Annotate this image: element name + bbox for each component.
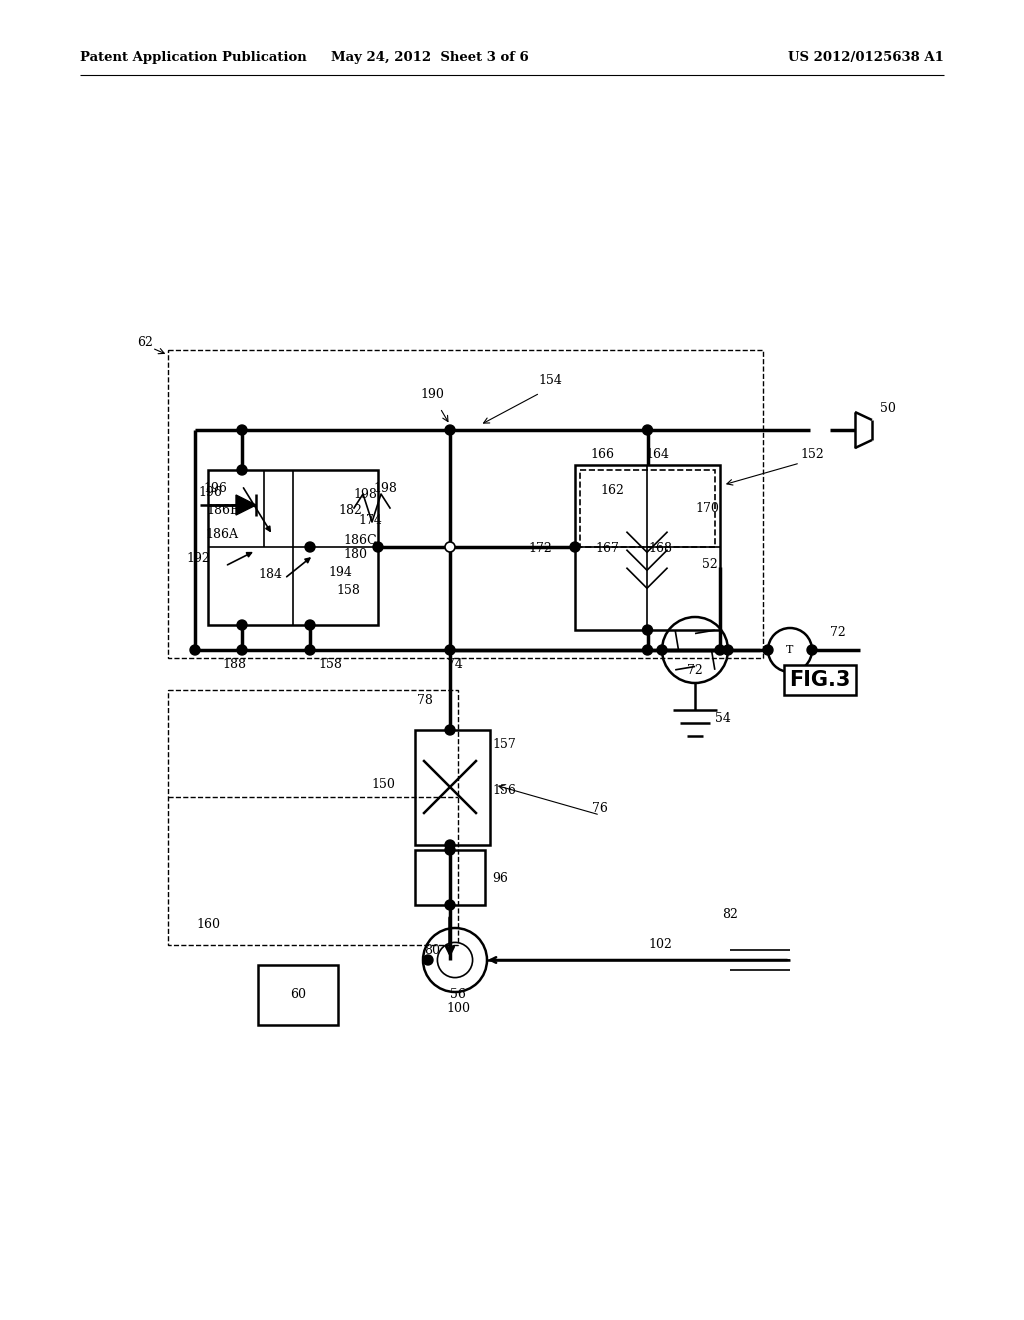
Text: 74: 74 — [447, 659, 463, 672]
Circle shape — [642, 645, 652, 655]
Circle shape — [723, 645, 733, 655]
Bar — [415, 850, 485, 906]
Text: 172: 172 — [528, 541, 552, 554]
Text: 82: 82 — [722, 908, 738, 921]
Circle shape — [642, 425, 652, 436]
Text: 72: 72 — [687, 664, 702, 676]
Text: 150: 150 — [371, 779, 395, 792]
Circle shape — [445, 900, 455, 909]
Circle shape — [657, 645, 667, 655]
Text: 158: 158 — [336, 583, 360, 597]
Text: 156: 156 — [492, 784, 516, 796]
Text: 182: 182 — [338, 503, 361, 516]
Circle shape — [570, 543, 580, 552]
Circle shape — [305, 620, 315, 630]
Text: US 2012/0125638 A1: US 2012/0125638 A1 — [788, 51, 944, 65]
Text: 50: 50 — [880, 401, 896, 414]
Circle shape — [445, 425, 455, 436]
Text: 192: 192 — [186, 552, 210, 565]
Circle shape — [423, 954, 433, 965]
Bar — [208, 470, 378, 624]
Circle shape — [237, 425, 247, 436]
Text: 196: 196 — [198, 486, 222, 499]
Bar — [575, 465, 720, 630]
Text: Patent Application Publication: Patent Application Publication — [80, 51, 307, 65]
Text: 186A: 186A — [205, 528, 238, 541]
Polygon shape — [236, 495, 256, 515]
Circle shape — [763, 645, 773, 655]
Text: 174: 174 — [358, 513, 382, 527]
Text: 186C: 186C — [343, 533, 377, 546]
Circle shape — [715, 645, 725, 655]
Bar — [580, 470, 715, 546]
Text: 96: 96 — [492, 871, 508, 884]
Text: 170: 170 — [695, 502, 719, 515]
Text: 80: 80 — [424, 944, 440, 957]
Bar — [258, 965, 338, 1026]
Circle shape — [445, 845, 455, 855]
Circle shape — [237, 620, 247, 630]
Circle shape — [237, 465, 247, 475]
Text: 194: 194 — [328, 565, 352, 578]
Circle shape — [237, 645, 247, 655]
Text: 164: 164 — [645, 449, 669, 462]
Circle shape — [445, 725, 455, 735]
Text: 184: 184 — [258, 569, 282, 582]
Circle shape — [445, 543, 455, 552]
Text: 167: 167 — [595, 541, 618, 554]
Text: 60: 60 — [290, 989, 306, 1002]
Text: 152: 152 — [800, 449, 823, 462]
Circle shape — [807, 645, 817, 655]
Text: 180: 180 — [343, 549, 367, 561]
Text: 162: 162 — [600, 483, 624, 496]
Text: 54: 54 — [715, 711, 731, 725]
Bar — [168, 690, 458, 945]
Text: 198: 198 — [353, 488, 377, 502]
Text: T: T — [786, 645, 794, 655]
Circle shape — [190, 645, 200, 655]
Circle shape — [445, 645, 455, 655]
Text: 56: 56 — [451, 989, 466, 1002]
Text: 186B: 186B — [207, 503, 240, 516]
Bar — [168, 350, 763, 657]
Text: FIG.3: FIG.3 — [790, 671, 851, 690]
Circle shape — [305, 645, 315, 655]
Circle shape — [305, 543, 315, 552]
Text: 188: 188 — [222, 657, 246, 671]
Text: 166: 166 — [590, 449, 614, 462]
Text: 72: 72 — [830, 626, 846, 639]
Text: 160: 160 — [196, 919, 220, 932]
Text: May 24, 2012  Sheet 3 of 6: May 24, 2012 Sheet 3 of 6 — [331, 51, 528, 65]
Text: 158: 158 — [318, 657, 342, 671]
Text: 198: 198 — [373, 482, 397, 495]
Text: 196: 196 — [203, 483, 227, 495]
Text: 157: 157 — [492, 738, 516, 751]
Text: 62: 62 — [137, 335, 153, 348]
Text: 78: 78 — [417, 693, 433, 706]
Text: 168: 168 — [648, 541, 672, 554]
Circle shape — [642, 624, 652, 635]
Bar — [415, 730, 490, 845]
Circle shape — [445, 840, 455, 850]
Text: 102: 102 — [648, 939, 672, 952]
Circle shape — [373, 543, 383, 552]
Text: 100: 100 — [446, 1002, 470, 1015]
Text: 154: 154 — [538, 374, 562, 387]
Text: 52: 52 — [702, 558, 718, 572]
Text: 190: 190 — [420, 388, 444, 401]
Text: 76: 76 — [592, 801, 608, 814]
